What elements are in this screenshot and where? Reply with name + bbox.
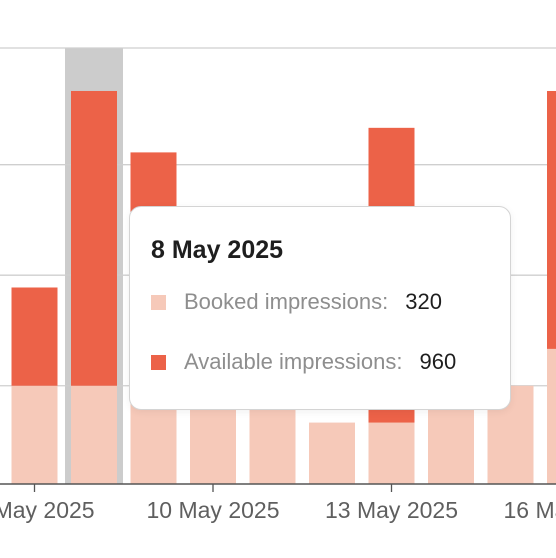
tooltip-row-booked: Booked impressions: 320 [151, 287, 442, 317]
bar-booked-7 [368, 422, 415, 484]
bar-booked-10 [547, 348, 556, 484]
x-tick-label-3: 16 May 2025 [504, 497, 556, 523]
tooltip-row-available: Available impressions: 960 [151, 347, 456, 377]
bar-available-1 [11, 287, 58, 386]
x-tick-label-2: 13 May 2025 [325, 497, 458, 523]
bar-booked-6 [309, 422, 355, 484]
bar-booked-2 [71, 385, 117, 484]
x-tick-label-0: 7 May 2025 [0, 497, 95, 523]
tooltip-swatch-available [151, 354, 166, 370]
tooltip-value-available: 960 [419, 349, 457, 374]
tooltip-value-booked: 320 [405, 289, 442, 314]
x-tick-label-1: 10 May 2025 [147, 497, 280, 523]
tooltip-swatch-booked [151, 294, 166, 310]
chart-tooltip: 8 May 2025 Booked impressions: 320 Avail… [129, 206, 511, 410]
tooltip-label-booked: Booked impressions: [184, 289, 389, 314]
bar-available-10 [547, 90, 556, 349]
tooltip-label-available: Available impressions: [184, 349, 403, 374]
bar-available-2 [71, 90, 117, 386]
tooltip-title: 8 May 2025 [151, 236, 284, 264]
bar-booked-1 [11, 385, 58, 484]
